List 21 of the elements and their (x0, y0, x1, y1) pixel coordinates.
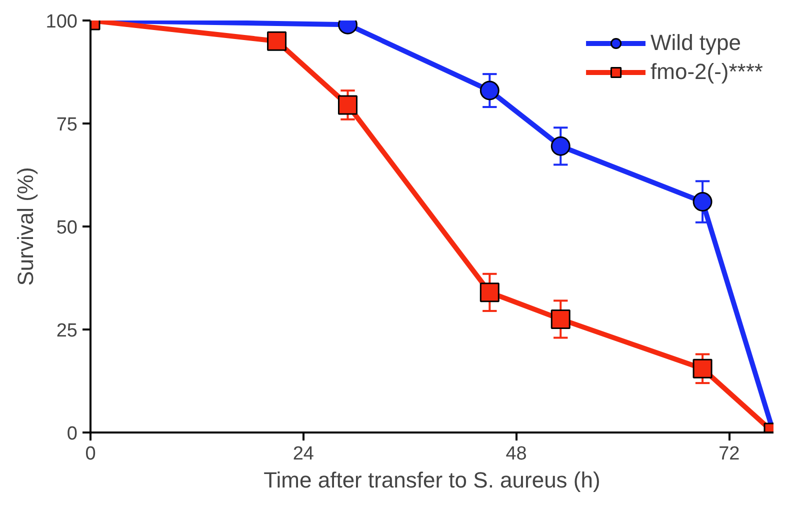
legend-label: fmo-2(-)**** (650, 59, 763, 85)
point (550, 136, 570, 156)
x-tick-label: 72 (718, 444, 740, 464)
x-tick-label: 0 (85, 444, 96, 464)
point (480, 80, 500, 100)
y-tick-label: 25 (56, 320, 78, 342)
y-tick-label: 50 (56, 218, 78, 238)
y-tick-label: 100 (46, 12, 78, 32)
x-axis-title: Time after transfer to S. aureus (h) (264, 468, 600, 492)
x-tick-label: 24 (292, 444, 314, 464)
point (692, 358, 712, 378)
y-tick-label: 75 (56, 114, 78, 136)
point (338, 95, 358, 115)
legend-label: Wild type (650, 30, 742, 56)
point (550, 309, 570, 329)
x-tick-label: 48 (506, 444, 527, 464)
point (692, 192, 712, 212)
point (480, 282, 500, 302)
y-tick-label: 0 (66, 424, 78, 444)
point (267, 31, 287, 51)
y-axis-title: Survival (%) (12, 167, 38, 286)
